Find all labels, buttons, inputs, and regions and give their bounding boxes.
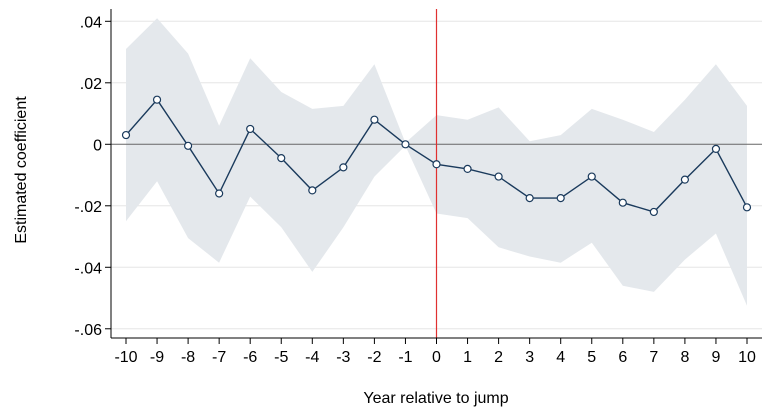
x-tick-label: 1: [463, 349, 472, 366]
x-tick-label: -2: [367, 349, 381, 366]
x-tick-label: -9: [150, 349, 164, 366]
y-tick-label: .04: [80, 14, 102, 31]
data-point: [587, 172, 596, 181]
y-axis-label: Estimated coefficient: [13, 96, 30, 244]
data-point: [215, 189, 224, 198]
data-point: [556, 193, 565, 203]
data-point: [618, 198, 627, 207]
x-tick-label: -7: [212, 349, 226, 366]
x-tick-label: -5: [274, 349, 288, 366]
data-point: [463, 164, 472, 173]
data-point: [649, 207, 658, 217]
x-tick-label: -3: [336, 349, 350, 366]
y-tick-label: -.02: [74, 199, 102, 216]
y-tick-label: -.04: [74, 260, 102, 277]
x-tick-label: 9: [711, 349, 720, 366]
x-tick-label: 2: [494, 349, 503, 366]
x-tick-label: 4: [556, 349, 565, 366]
x-tick-label: 6: [618, 349, 627, 366]
x-tick-label: -10: [114, 349, 137, 366]
data-point: [494, 172, 503, 181]
data-point: [246, 124, 255, 134]
data-point: [184, 141, 193, 150]
axes: .04.020-.02-.04-.06-10 -9 -8 -7 -6 -5 -4 -3 -2 -1…: [74, 9, 762, 366]
data-point: [277, 154, 286, 163]
y-tick-label: .02: [80, 76, 102, 93]
reference-lines: [111, 9, 762, 338]
x-tick-label: 3: [525, 349, 534, 366]
x-axis-label: Year relative to jump: [363, 390, 508, 407]
data-point: [711, 144, 721, 154]
x-tick-label: 10: [738, 349, 756, 366]
x-tick-label: 5: [587, 349, 596, 366]
x-tick-label: 7: [649, 349, 658, 366]
data-point: [742, 203, 752, 212]
data-point: [370, 115, 379, 124]
x-tick-label: -6: [243, 349, 257, 366]
data-point: [401, 140, 410, 149]
y-tick-label: 0: [93, 137, 102, 154]
coefficient-series: [121, 95, 752, 217]
data-point: [121, 130, 131, 140]
y-tick-label: -.06: [74, 322, 102, 339]
data-point: [308, 186, 317, 195]
data-point: [339, 163, 348, 172]
x-tick-label: -4: [305, 349, 319, 366]
x-tick-label: 8: [680, 349, 689, 366]
x-tick-label: 0: [432, 349, 441, 366]
x-tick-label: -8: [181, 349, 195, 366]
data-point: [432, 160, 441, 169]
data-point: [525, 193, 534, 203]
data-point: [680, 175, 690, 184]
x-tick-label: -1: [398, 349, 412, 366]
data-point: [152, 95, 162, 104]
